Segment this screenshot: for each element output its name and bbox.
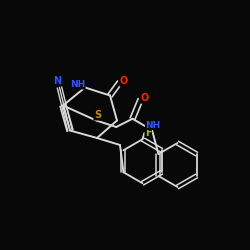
Text: N: N — [54, 76, 62, 86]
Text: NH: NH — [70, 80, 85, 89]
Text: S: S — [94, 110, 101, 120]
Text: O: O — [120, 76, 128, 86]
Text: F: F — [145, 128, 152, 138]
Text: NH: NH — [146, 120, 160, 130]
Text: O: O — [141, 93, 149, 103]
